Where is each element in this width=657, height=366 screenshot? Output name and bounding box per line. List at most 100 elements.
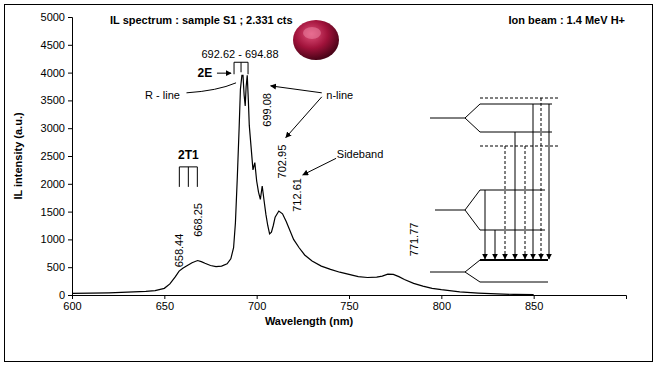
annotation: 771.77 [408,223,420,257]
y-tick: 4500 [41,39,72,51]
annotation: 712.61 [291,178,303,212]
annotation: 699.08 [261,93,273,127]
gem [293,20,339,60]
x-axis-line [73,296,627,300]
y-tick-mark [68,73,72,74]
x-tick-label: 650 [156,300,174,312]
annotation: 702.95 [276,145,288,179]
leader-lines [179,62,336,187]
plot-area [72,75,534,294]
y-tick-label: 4000 [41,67,65,79]
level-line [465,190,480,210]
2e-arrow [217,73,231,74]
level-line [430,118,465,119]
x-tick-mark [534,295,535,299]
level-line [480,146,560,147]
y-tick-label: 2500 [41,150,65,162]
level-line [480,190,545,191]
r-line-leader [186,83,236,93]
y-tick-mark [68,295,72,296]
level-line [480,230,545,231]
x-tick: 700 [248,295,266,312]
y-tick-mark [68,128,72,129]
2t1-bracket [179,167,197,187]
y-tick-label: 3000 [41,122,65,134]
x-tick: 600 [63,295,81,312]
x-tick: 750 [340,295,358,312]
level-line [465,118,480,132]
level-line [480,259,548,261]
gem-highlight [303,27,321,39]
y-tick-label: 5000 [41,11,65,23]
x-tick: 850 [525,295,543,312]
transition-arrow [515,132,516,259]
x-tick-mark [164,295,165,299]
y-tick-label: 2000 [41,178,65,190]
level-line [430,272,465,273]
y-tick: 1000 [41,233,72,245]
y-tick: 5000 [41,11,72,23]
y-tick: 4000 [41,67,72,79]
y-tick-label: 0 [59,289,65,301]
subtitle: Ion beam : 1.4 MeV H+ [509,14,625,26]
level-line [435,210,465,211]
y-tick: 2500 [41,150,72,162]
level-line [480,282,548,283]
annotation: 692.62 - 694.88 [202,48,279,60]
y-tick-mark [68,17,72,18]
y-tick: 3500 [41,94,72,106]
y-tick-mark [68,239,72,240]
transition-arrow [525,146,526,259]
level-line [465,272,480,282]
title: IL spectrum : sample S1 ; 2.331 cts [110,14,293,26]
frame [5,5,653,362]
annotation: 668.25 [192,203,204,237]
y-tick-mark [68,267,72,268]
y-tick-mark [68,100,72,101]
level-line [480,132,552,133]
level-line [465,104,480,118]
level-line [465,260,480,272]
x-tick-label: 750 [340,300,358,312]
y-tick-label: 3500 [41,94,65,106]
transition-arrow [533,104,534,259]
y-tick-mark [68,156,72,157]
spectrum-line [72,75,534,294]
x-tick-label: 800 [433,300,451,312]
transition-arrow [549,104,550,259]
x-tick-label: 600 [63,300,81,312]
y-tick: 0 [59,289,72,301]
x-tick-mark [257,295,258,299]
annotation: 2E [198,66,213,80]
y-tick-mark [68,184,72,185]
x-tick-mark [441,295,442,299]
y-tick: 500 [47,261,72,273]
x-tick: 800 [433,295,451,312]
y-axis: 0 500 1000 1500 2000 2500 3000 3500 4000 4500 5000 [41,11,73,301]
y-tick-mark [68,45,72,46]
y-tick-mark [68,212,72,213]
x-tick-label: 700 [248,300,266,312]
y-axis-title: IL intensity (a.u.) [12,112,24,200]
n-line-arrow [271,86,322,93]
y-tick-label: 1000 [41,233,65,245]
x-tick-label: 850 [525,300,543,312]
annotations: 692.62 - 694.882ER - linen-lineSideband2… [145,48,420,267]
transition-arrow [505,146,506,259]
x-axis-title: Wavelength (nm) [265,315,354,327]
annotation: n-line [326,89,353,101]
y-tick: 1500 [41,206,72,218]
n-line-arrow [286,97,322,138]
2e-bracket [234,62,248,74]
sideband-arrow [303,158,336,175]
y-tick: 2000 [41,178,72,190]
transition-arrow [495,230,496,259]
transition-arrow [485,190,486,259]
level-line [480,98,560,99]
annotation: Sideband [337,148,384,160]
level-line [465,210,480,230]
y-tick-label: 4500 [41,39,65,51]
annotation: 2T1 [178,148,199,162]
x-axis: 600 650 700 750 800 850 [63,295,626,312]
y-tick-label: 1500 [41,206,65,218]
